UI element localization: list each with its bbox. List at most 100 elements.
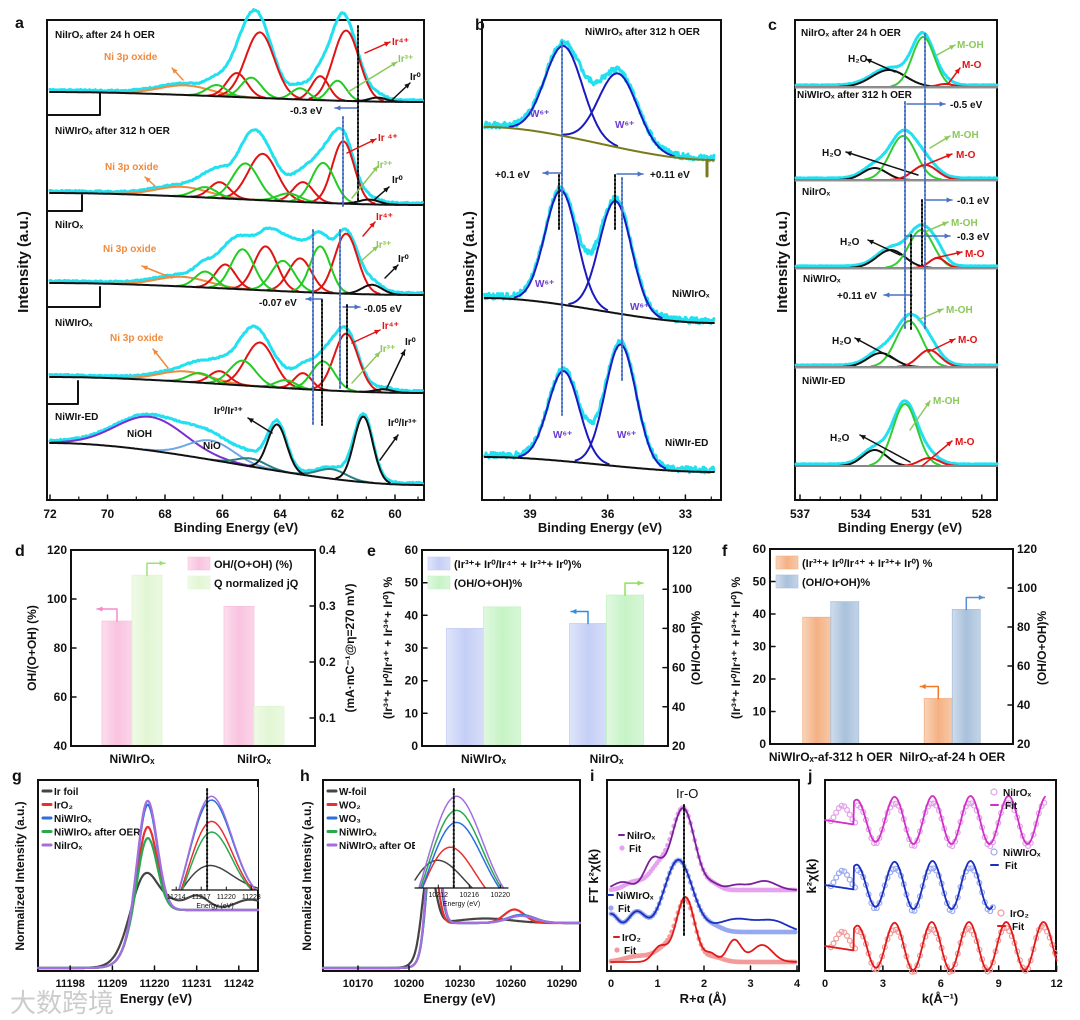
component-peak-Ir3 [249, 259, 317, 293]
component-peak-Ir3 [171, 186, 240, 200]
ir0-arrow-head [404, 83, 410, 89]
data-point [838, 928, 845, 935]
spectrum-label: NiWIrOₓ after 312 h OER [797, 90, 913, 101]
legend-label: NiIrOₓ [627, 831, 655, 842]
shift-arrow-head [543, 170, 549, 176]
component-peak-Ir4 [266, 257, 334, 294]
legend-marker [990, 848, 998, 856]
watermark-logo: 大数跨境 [10, 988, 114, 1018]
data-point [844, 932, 851, 939]
component-peak-Ir3 [207, 162, 284, 202]
x-tick-label: 3 [747, 978, 753, 990]
inset-x-label: Energy (eV) [196, 903, 233, 910]
category-label: NiIrOₓ [590, 752, 624, 766]
m-oh-arrow [909, 400, 931, 431]
h2o-arrow-head [860, 435, 866, 440]
panel-c-frame [794, 19, 998, 501]
background-line [49, 282, 424, 296]
axis-pointer-arrow-head [159, 560, 165, 566]
fit-curve [824, 795, 1046, 845]
axis-pointer-arrow-head [637, 580, 643, 586]
envelope-curve [794, 128, 999, 180]
inset-tick-label: 11220 [217, 894, 236, 901]
y-tick-label-left: 100 [47, 592, 67, 606]
bar-right-0 [483, 606, 521, 747]
y-tick-label-right: 120 [1017, 542, 1037, 556]
x-tick-label: 11220 [140, 978, 170, 990]
component-peak-W6 [513, 189, 609, 311]
component-peak-Ir3 [165, 372, 234, 386]
m-oh-arrow-head [942, 221, 948, 227]
inset-tick-label: 11214 [167, 894, 186, 901]
y-tick-label-right: 0.1 [319, 711, 336, 725]
nioh-label: NiOH [127, 429, 152, 440]
m-o-arrow-head [946, 153, 952, 159]
shift-arrow-head [354, 304, 360, 310]
legend-marker [990, 788, 998, 796]
component-peak-W6 [518, 370, 610, 465]
component-peak-Ni3p [109, 370, 261, 388]
m-oh-label: M-OH [946, 305, 973, 316]
component-peak-Ir4 [294, 75, 346, 102]
ir0-arrow-head [400, 350, 406, 356]
ir0-arrow-head [392, 265, 398, 271]
fit-curve [824, 921, 1058, 971]
m-o-arrow [921, 440, 953, 467]
ft-curve [610, 859, 797, 930]
axis-pointer-arrow [965, 596, 982, 611]
shift-arrow-head [637, 171, 643, 177]
y-tick-label-left: 10 [405, 706, 419, 720]
ni-3p-arrow-head [145, 177, 151, 183]
ft-curve [610, 896, 797, 963]
legend-marker [619, 845, 625, 851]
y-axis-title: Intensity (a.u.) [774, 211, 791, 313]
bar-right-1 [253, 705, 285, 747]
m-o-arrow-head [946, 441, 952, 447]
nio-label: NiO [203, 441, 221, 452]
legend-label: Fit [618, 904, 631, 915]
background-line [49, 91, 424, 103]
binding-shift-label: -0.3 eV [290, 106, 323, 117]
x-tick-label: 2 [701, 978, 707, 990]
ir3-arrow [351, 165, 379, 199]
component-peak-W6 [561, 72, 675, 158]
y-tick-label-left: 10 [753, 705, 767, 719]
y-tick-label-left: 0 [411, 739, 418, 753]
ir4-label: Ir⁴⁺ [382, 321, 399, 332]
legend-swatch [427, 575, 451, 590]
ir0-ir3-label: Ir⁰/Ir³⁺ [214, 406, 243, 417]
data-point [927, 926, 934, 933]
envelope-curve [794, 312, 999, 367]
ir0-arrow-head [383, 187, 389, 193]
panel-letter: c [768, 17, 777, 34]
inset-curve [180, 820, 254, 891]
legend-label: NiWIrOₓ [339, 828, 377, 839]
legend-label: Q normalized jQ [214, 578, 299, 590]
axis-pointer-arrow [573, 610, 589, 625]
x-tick-label: 4 [794, 978, 801, 990]
h2o-arrow-head [846, 151, 852, 157]
y-tick-label-right: 120 [672, 543, 692, 557]
component-peak-H2O [838, 449, 911, 467]
h2o-label: H₂O [830, 433, 850, 444]
m-oh-label: M-OH [951, 218, 978, 229]
m-oh-label: M-OH [952, 130, 979, 141]
ir3-arrow-head [374, 352, 380, 358]
shift-arrow-head [884, 292, 890, 298]
legend-label: IrO₂ [1010, 909, 1029, 920]
bar-left-0 [802, 616, 832, 745]
ni-3p-arrow-head [153, 349, 159, 355]
m-o-arrow-head [949, 338, 955, 344]
ir0-label: Ir⁰ [392, 175, 403, 186]
component-peak-sat [209, 457, 293, 474]
inset-curve [421, 846, 487, 889]
y-axis-title: Intensity (a.u.) [15, 211, 32, 313]
y-tick-label-right: 40 [672, 700, 686, 714]
binding-shift-label: +0.11 eV [650, 170, 690, 181]
shift-arrow-head [944, 233, 950, 239]
x-axis-title: k(Å⁻¹) [922, 991, 958, 1006]
data-point [854, 928, 861, 935]
legend-marker [997, 909, 1005, 917]
legend-label: Fit [1012, 922, 1025, 933]
ir0-ir3-label: Ir⁰/Ir³⁺ [388, 418, 417, 429]
